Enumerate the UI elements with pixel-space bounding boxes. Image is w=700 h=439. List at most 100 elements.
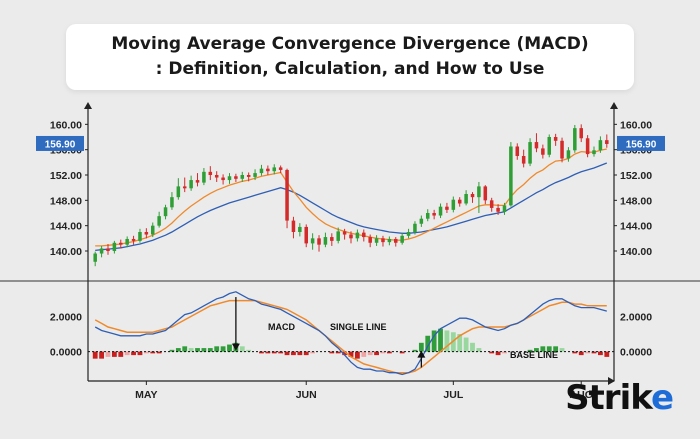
candle-up: [227, 176, 232, 181]
candle-up: [509, 146, 513, 206]
histogram-bar: [265, 351, 271, 354]
histogram-bar: [386, 351, 392, 354]
price-tick-right: 140.00: [620, 246, 652, 258]
candle-down: [221, 177, 225, 181]
histogram-bar: [92, 351, 98, 359]
candle-up: [112, 242, 117, 251]
histogram-bar: [412, 349, 418, 352]
candle-down: [585, 138, 590, 155]
candle-up: [413, 223, 417, 232]
price-tick-left: 140.00: [50, 246, 82, 258]
histogram-bar: [335, 351, 341, 354]
histogram-bar: [111, 351, 117, 357]
candle-down: [534, 142, 539, 149]
candle-down: [560, 140, 564, 159]
candle-down: [605, 140, 609, 144]
histogram-bar: [342, 351, 348, 356]
title-card: Moving Average Convergence Divergence (M…: [66, 24, 634, 90]
histogram-bar: [118, 351, 124, 357]
histogram-bar: [169, 349, 175, 352]
candle-down: [119, 242, 123, 245]
last-price-badge-right: [617, 135, 665, 151]
candle-up: [438, 206, 443, 216]
candle-down: [278, 167, 283, 170]
candle-up: [170, 197, 174, 208]
histogram-bar: [175, 348, 181, 352]
histogram-bar: [591, 351, 597, 354]
candle-down: [182, 186, 187, 189]
candle-down: [266, 168, 270, 172]
histogram-bar: [553, 346, 559, 352]
price-tick-right: 152.00: [620, 170, 652, 182]
histogram-bar: [470, 342, 475, 352]
candle-down: [285, 169, 289, 221]
histogram-bar: [463, 337, 469, 352]
histogram-bar: [399, 351, 405, 354]
histogram-bar: [271, 351, 277, 354]
candle-up: [125, 238, 129, 245]
macd-tick-right: 2.0000: [620, 311, 652, 323]
candle-down: [489, 200, 494, 208]
candle-down: [432, 213, 436, 216]
candle-up: [157, 216, 161, 226]
histogram-bar: [604, 351, 610, 357]
histogram-bar: [457, 334, 463, 352]
candle-down: [317, 238, 321, 245]
candle-up: [400, 235, 404, 243]
histogram-bar: [99, 351, 104, 359]
histogram-bar: [278, 351, 284, 354]
candle-down: [291, 220, 296, 232]
candle-down: [330, 237, 334, 241]
histogram-bar: [380, 351, 386, 354]
candle-up: [189, 180, 193, 189]
candle-up: [240, 175, 245, 179]
candle-down: [214, 175, 219, 178]
candle-down: [349, 234, 353, 239]
histogram-bar: [131, 351, 136, 356]
histogram-bar: [361, 351, 367, 357]
macd-tick-left: 0.0000: [50, 347, 82, 359]
candle-down: [362, 232, 366, 238]
annotation-macd: MACD: [268, 322, 295, 332]
annotation-signal-line: SINGLE LINE: [330, 322, 387, 332]
candle-down: [541, 148, 545, 155]
candle-up: [176, 186, 181, 198]
x-axis-arrow: [608, 377, 615, 385]
candle-up: [573, 128, 577, 151]
histogram-bar: [546, 346, 552, 352]
candle-down: [521, 156, 526, 164]
candle-down: [445, 206, 449, 210]
histogram-bar: [572, 351, 578, 354]
histogram-bar: [156, 351, 162, 354]
candle-down: [368, 237, 372, 243]
histogram-bar: [374, 351, 379, 356]
candle-down: [304, 226, 308, 244]
histogram-bar: [418, 342, 424, 352]
histogram-bar: [137, 351, 143, 356]
histogram-bar: [578, 351, 584, 356]
histogram-bar: [284, 351, 290, 356]
candle-up: [310, 238, 315, 244]
histogram-bar: [195, 348, 200, 352]
histogram-bar: [182, 346, 188, 352]
macd-line: [94, 291, 607, 376]
candle-up: [336, 231, 340, 241]
histogram-bar: [489, 351, 495, 354]
price-tick-right: 148.00: [620, 195, 652, 207]
candle-up: [150, 225, 155, 235]
candle-down: [457, 199, 462, 204]
histogram-bar: [495, 351, 501, 356]
candle-up: [502, 205, 507, 212]
histogram-bar: [329, 351, 335, 354]
candle-up: [598, 140, 603, 151]
candle-down: [234, 176, 238, 179]
candle-up: [374, 238, 379, 243]
candle-down: [381, 238, 385, 243]
candle-down: [106, 248, 110, 251]
histogram-bar: [310, 351, 316, 354]
histogram-bar: [259, 351, 264, 354]
candle-down: [470, 194, 475, 198]
histogram-bar: [227, 344, 232, 352]
candle-up: [592, 150, 596, 155]
